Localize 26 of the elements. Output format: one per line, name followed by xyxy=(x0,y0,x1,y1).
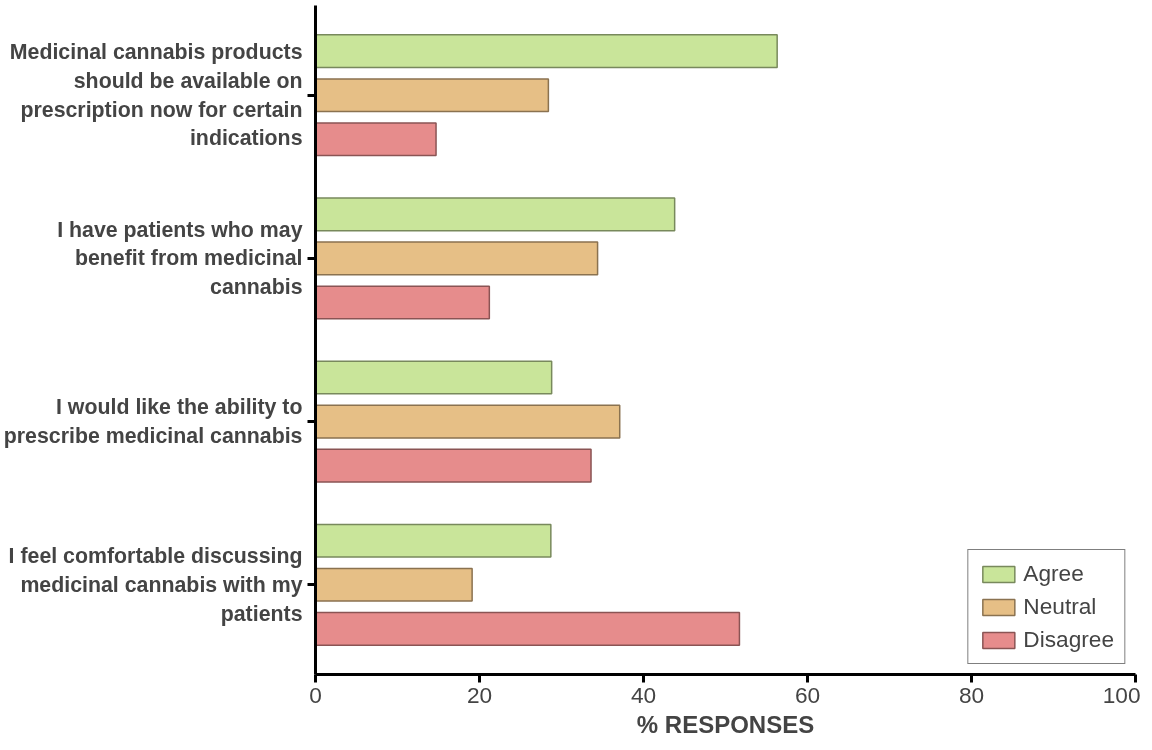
x-tick-label: 100 xyxy=(1102,681,1141,708)
bar xyxy=(315,523,552,558)
y-tick-label: Medicinal cannabis products should be available on prescription now for certain indications xyxy=(9,40,303,151)
y-tick-label: I have patients who may benefit from medicinal cannabis xyxy=(57,217,303,300)
bar xyxy=(315,197,676,232)
bar xyxy=(315,78,550,113)
x-tick-label: 60 xyxy=(794,681,821,708)
legend-label: Neutral xyxy=(1023,593,1097,620)
bar xyxy=(315,34,778,69)
legend-label: Agree xyxy=(1023,560,1084,587)
bar xyxy=(315,241,599,276)
y-tick-label: I feel comfortable discussing medicinal cannabis with my patients xyxy=(8,543,303,626)
bar xyxy=(315,122,437,157)
bar xyxy=(315,448,592,483)
x-tick-label: 40 xyxy=(630,681,657,708)
bar xyxy=(315,404,621,439)
bar xyxy=(315,360,553,395)
y-tick-label: I would like the ability to prescribe medicinal cannabis xyxy=(3,395,303,448)
x-tick-label: 0 xyxy=(309,681,322,708)
bar xyxy=(315,567,473,602)
legend-label: Disagree xyxy=(1023,626,1114,653)
x-tick-label: 80 xyxy=(958,681,985,708)
x-tick-label: 20 xyxy=(466,681,493,708)
x-axis-title: % RESPONSES xyxy=(636,710,815,738)
bar xyxy=(315,611,741,646)
bar xyxy=(315,285,491,320)
